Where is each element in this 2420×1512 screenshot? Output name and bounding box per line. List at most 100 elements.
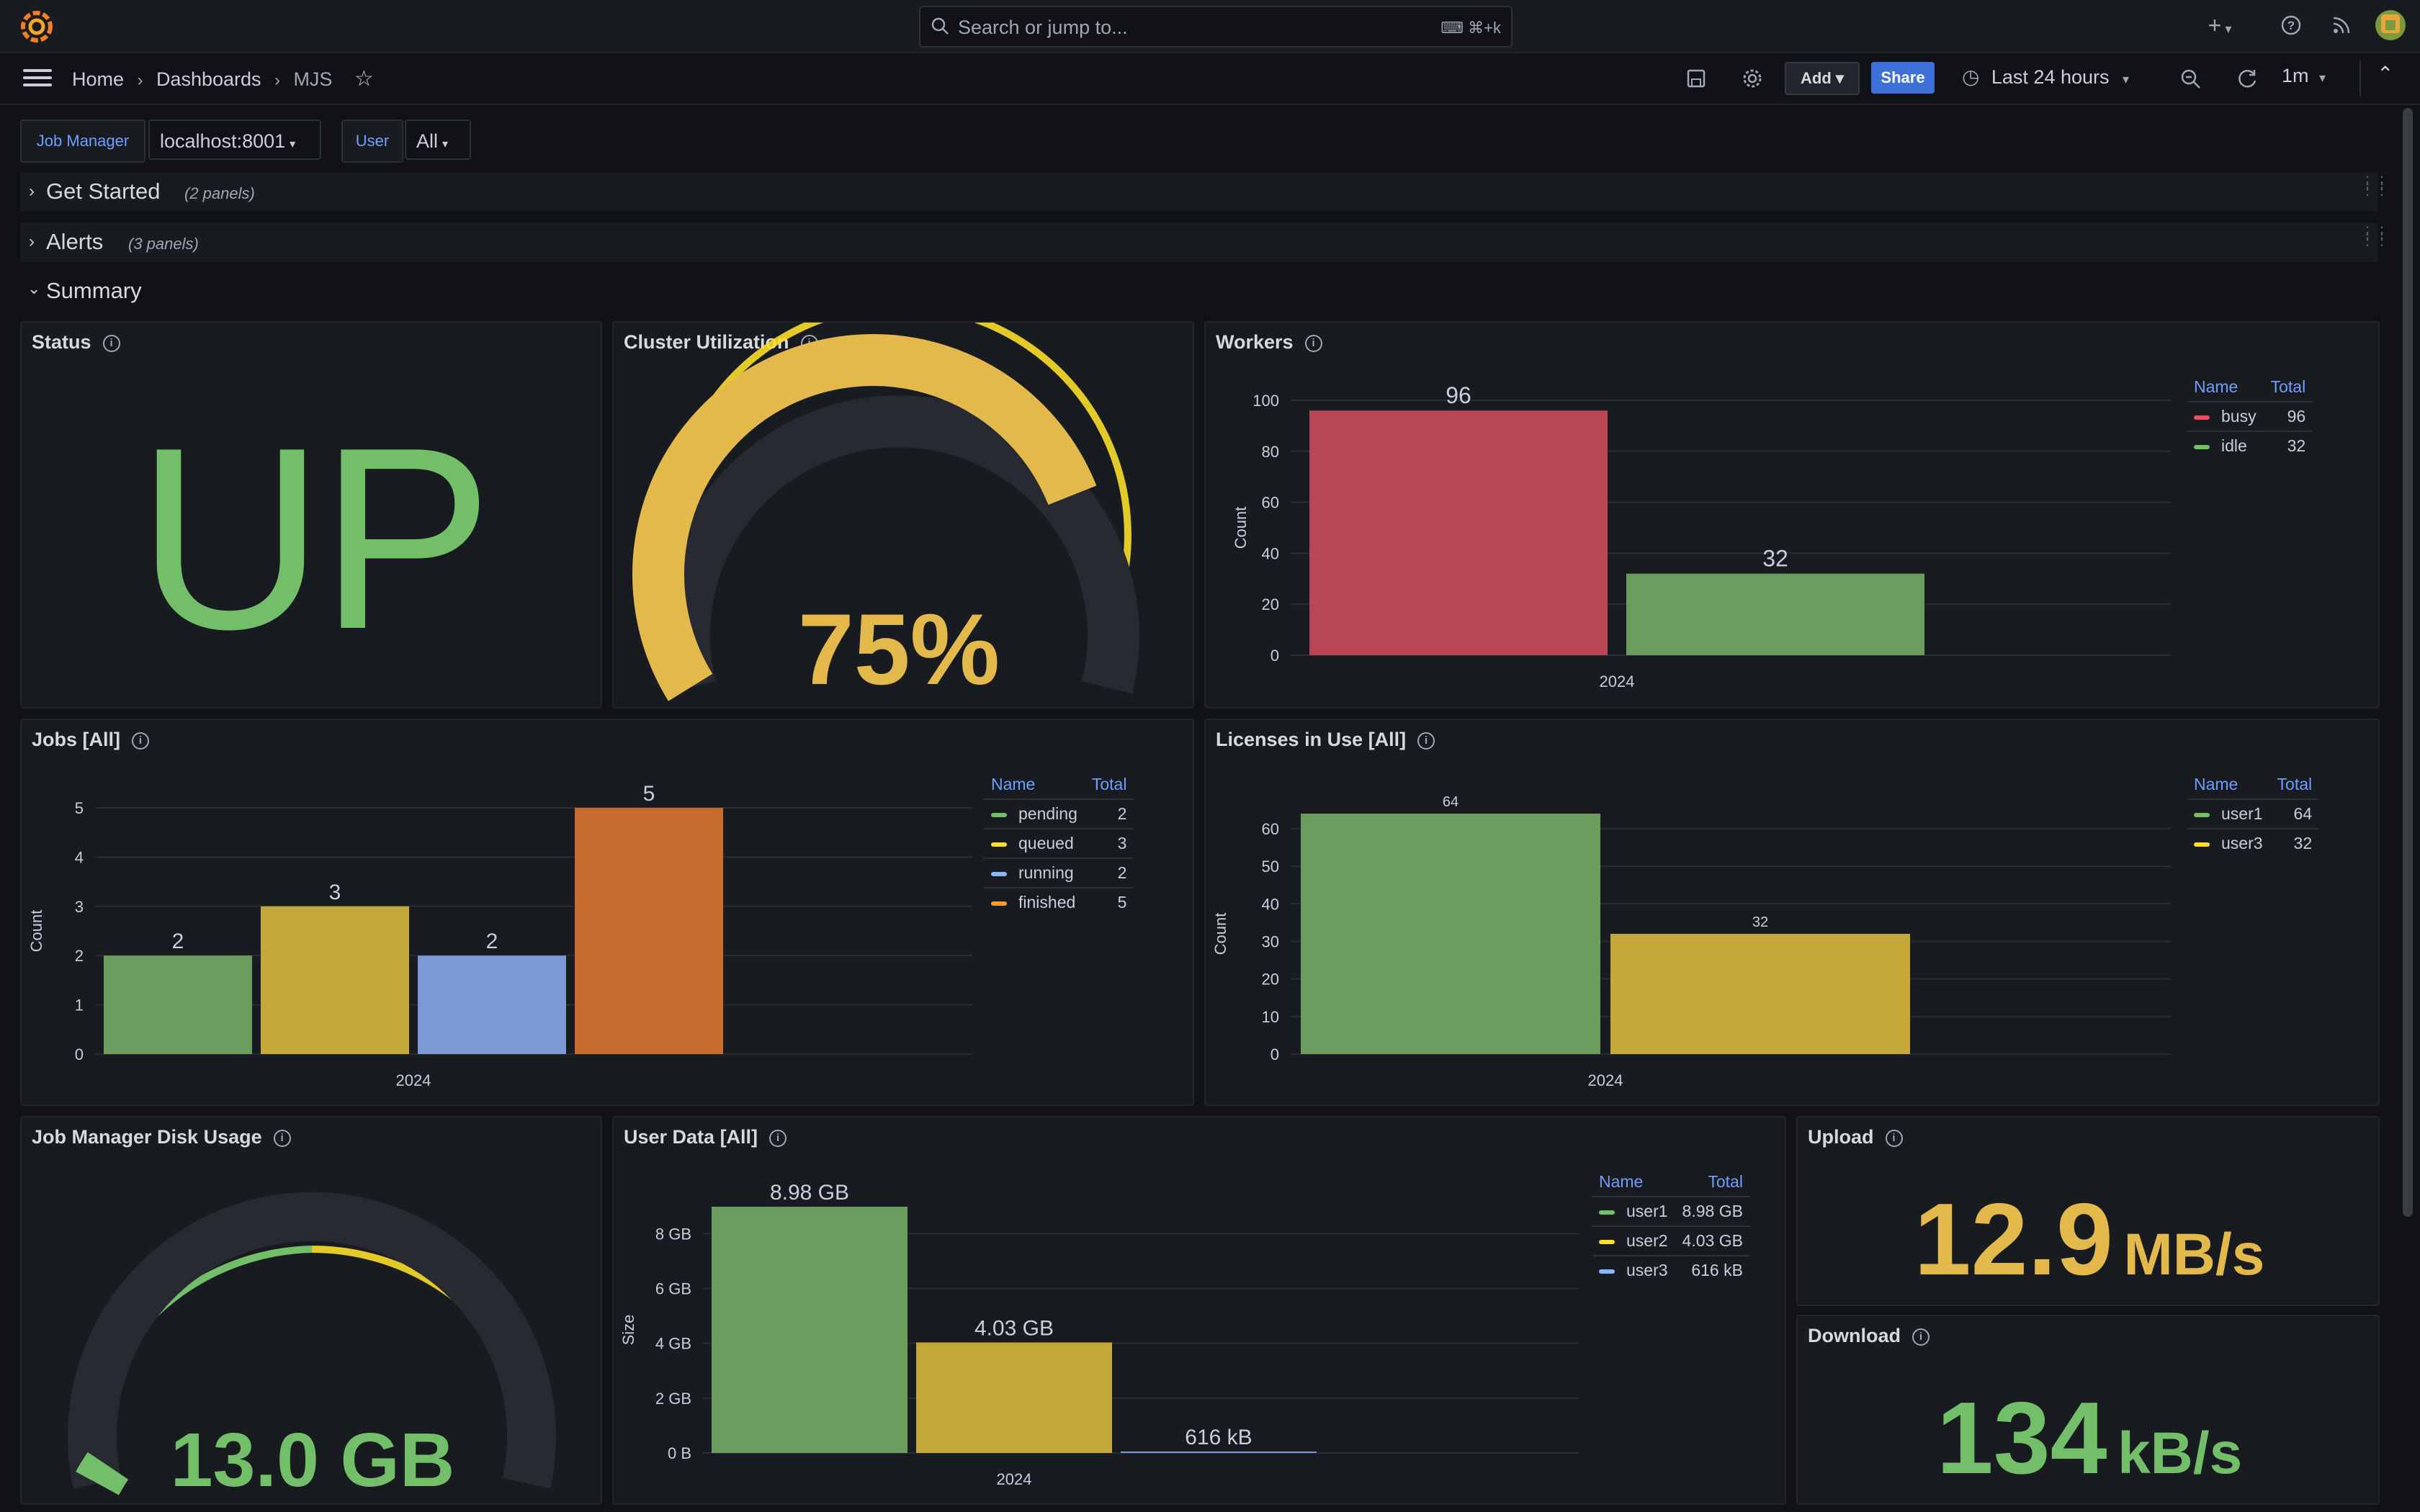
bar-value-label: 32 xyxy=(1752,914,1768,930)
legend-table: Name Total user1 8.98 GB user2 4.03 GB user3 61… xyxy=(1592,1168,1750,1284)
drag-handle-icon[interactable]: ⋮⋮ ⋮⋮ xyxy=(2360,173,2390,198)
info-icon[interactable]: i xyxy=(1417,732,1435,750)
help-icon[interactable]: ? xyxy=(2280,14,2302,36)
legend-header-total: Total xyxy=(1708,1172,1743,1191)
legend-row[interactable]: pending 2 xyxy=(984,798,1134,829)
info-icon[interactable]: i xyxy=(102,335,120,352)
info-icon[interactable]: i xyxy=(769,1130,787,1147)
rss-icon[interactable] xyxy=(2331,14,2352,36)
legend-row[interactable]: user3 32 xyxy=(2187,828,2320,858)
legend-row[interactable]: idle 32 xyxy=(2187,431,2313,460)
keyboard-icon: ⌨ xyxy=(1440,19,1469,37)
legend-series-name: user3 xyxy=(2187,828,2270,858)
page-scrollbar[interactable] xyxy=(2403,108,2413,1217)
drag-handle-icon[interactable]: ⋮⋮ ⋮⋮ xyxy=(2360,223,2390,248)
info-icon[interactable]: i xyxy=(1885,1130,1903,1147)
panel-download: Download i 134 kB/s xyxy=(1796,1315,2380,1505)
legend-series-total: 96 xyxy=(2263,401,2313,431)
legend-row[interactable]: user1 8.98 GB xyxy=(1592,1196,1750,1226)
legend-table: Name Total user1 64 user3 32 xyxy=(2187,770,2320,858)
zoom-out-icon[interactable] xyxy=(2179,68,2202,91)
y-tick-label: 6 GB xyxy=(655,1279,691,1297)
variable-select-user[interactable]: All ▾ xyxy=(405,120,471,160)
refresh-icon[interactable] xyxy=(2236,68,2259,91)
panel-title: Jobs [All] i xyxy=(32,729,150,751)
bar-value-label: 64 xyxy=(1443,794,1458,810)
row-title: Get Started xyxy=(46,179,161,204)
y-tick-label: 1 xyxy=(75,996,84,1014)
user-avatar[interactable] xyxy=(2375,10,2406,40)
time-picker[interactable]: ◷ Last 24 hours ▾ xyxy=(1962,65,2129,89)
dashboard-nav-bar: Home › Dashboards › MJS ☆ Add ▾ Share ◷ … xyxy=(0,53,2420,105)
legend-row[interactable]: queued 3 xyxy=(984,828,1134,858)
y-tick-label: 100 xyxy=(1252,392,1279,410)
row-summary[interactable]: ⌄ Summary xyxy=(20,271,308,310)
panel-title: Status i xyxy=(32,331,120,354)
download-value: 134 xyxy=(1936,1381,2107,1495)
save-dashboard-icon[interactable] xyxy=(1685,68,1707,89)
variable-label-user: User xyxy=(341,120,403,163)
gauge-track xyxy=(68,1192,556,1489)
breadcrumb-home[interactable]: Home xyxy=(72,68,125,90)
menu-toggle-button[interactable] xyxy=(23,69,52,86)
shortcut-text: ⌘+k xyxy=(1468,19,1501,37)
panel-title: Job Manager Disk Usage i xyxy=(32,1126,291,1148)
plus-icon: + xyxy=(2208,12,2222,38)
panel-licenses: Licenses in Use [All] i 0 10 20 30 40 50 60 Coun… xyxy=(1204,719,2380,1106)
info-icon[interactable]: i xyxy=(273,1130,291,1147)
panel-title: Upload i xyxy=(1808,1126,1903,1148)
info-icon[interactable]: i xyxy=(1304,335,1322,352)
breadcrumb-dashboards[interactable]: Dashboards xyxy=(156,68,261,90)
collapse-chevron-up-icon[interactable]: ⌃ xyxy=(2377,63,2394,85)
share-button[interactable]: Share xyxy=(1871,62,1935,94)
y-tick-label: 0 xyxy=(1270,647,1279,665)
bar-pending xyxy=(104,955,252,1054)
legend-row[interactable]: running 2 xyxy=(984,858,1134,888)
breadcrumb-separator: › xyxy=(137,71,143,90)
search-shortcut: ⌨ ⌘+k xyxy=(1440,19,1501,37)
bar-busy xyxy=(1309,410,1608,655)
chart-legend: Name Total user1 64 user3 32 xyxy=(2187,770,2367,858)
search-input[interactable]: Search or jump to... ⌨ ⌘+k xyxy=(919,6,1512,48)
legend-header-name: Name xyxy=(2194,775,2238,793)
svg-text:?: ? xyxy=(2287,19,2295,32)
star-icon[interactable]: ☆ xyxy=(354,67,374,91)
y-tick-label: 3 xyxy=(75,898,84,916)
stat-value: 12.9 MB/s xyxy=(1798,1181,2381,1299)
legend-row[interactable]: finished 5 xyxy=(984,887,1134,917)
breadcrumb-current: MJS xyxy=(293,68,333,90)
y-tick-label: 2 xyxy=(75,947,84,965)
grafana-logo-icon[interactable] xyxy=(19,9,55,45)
x-tick-label: 2024 xyxy=(1588,1071,1623,1089)
settings-gear-icon[interactable] xyxy=(1742,68,1763,89)
row-panel-count: (3 panels) xyxy=(128,235,199,253)
legend-row[interactable]: user3 616 kB xyxy=(1592,1255,1750,1284)
panel-workers: Workers i 0 20 40 60 80 100 Count 96 32 2024 Name T… xyxy=(1204,321,2380,708)
add-button[interactable]: Add ▾ xyxy=(1785,62,1860,95)
legend-row[interactable]: busy 96 xyxy=(2187,401,2313,431)
info-icon[interactable]: i xyxy=(1912,1328,1930,1346)
divider xyxy=(2360,60,2361,96)
info-icon[interactable]: i xyxy=(132,732,150,750)
y-tick-label: 5 xyxy=(75,799,84,817)
bar-value-label: 2 xyxy=(486,930,498,953)
upload-value: 12.9 xyxy=(1914,1182,2113,1297)
row-get-started[interactable]: › Get Started (2 panels) ⋮⋮ ⋮⋮ xyxy=(20,173,2390,212)
new-menu-button[interactable]: + ▾ xyxy=(2198,6,2241,45)
legend-series-total: 3 xyxy=(1084,828,1134,858)
bar-value-label: 616 kB xyxy=(1185,1426,1252,1449)
y-tick-label: 30 xyxy=(1262,932,1279,950)
chart-legend: Name Total busy 96 idle 32 xyxy=(2187,373,2367,460)
legend-row[interactable]: user2 4.03 GB xyxy=(1592,1225,1750,1256)
chevron-down-icon: ▾ xyxy=(2122,72,2129,86)
legend-row[interactable]: user1 64 xyxy=(2187,798,2320,829)
legend-table: Name Total pending 2 queued 3 running 2 finished… xyxy=(984,770,1134,917)
legend-series-total: 2 xyxy=(1084,858,1134,888)
refresh-interval-picker[interactable]: 1m ▾ xyxy=(2282,65,2326,87)
y-tick-label: 60 xyxy=(1262,494,1279,512)
row-alerts[interactable]: › Alerts (3 panels) ⋮⋮ ⋮⋮ xyxy=(20,223,2390,262)
y-tick-label: 2 GB xyxy=(655,1390,691,1408)
chevron-down-icon: ▾ xyxy=(1831,69,1844,87)
upload-unit: MB/s xyxy=(2123,1222,2265,1287)
variable-select-job-manager[interactable]: localhost:8001 ▾ xyxy=(148,120,321,160)
